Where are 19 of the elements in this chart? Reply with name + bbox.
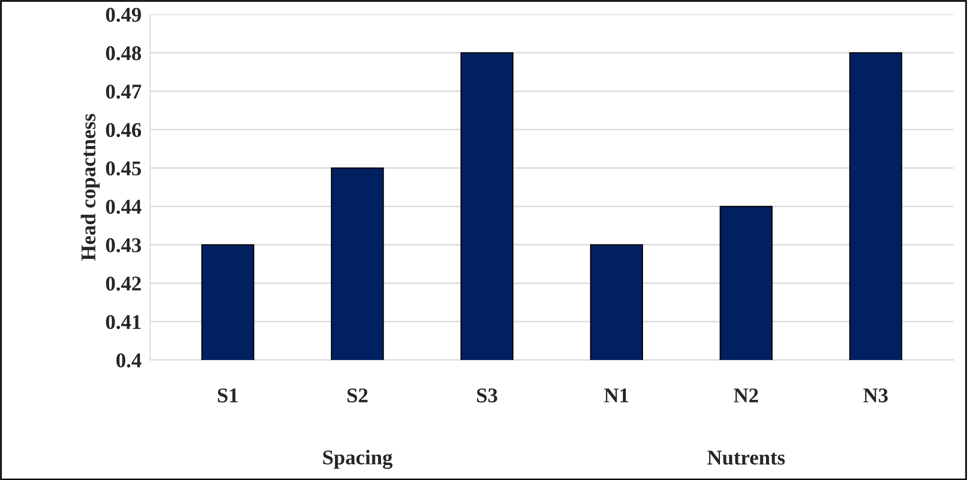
y-tick-label: 0.46 bbox=[106, 122, 142, 138]
y-tick-label: 0.43 bbox=[106, 238, 141, 252]
y-tick-label: 0.44 bbox=[106, 200, 142, 214]
y-tick-label: 0.49 bbox=[106, 8, 141, 22]
y-tick-label: 0.45 bbox=[106, 161, 141, 176]
y-axis-title: Head copactness bbox=[80, 114, 100, 261]
y-tick-label: 0.48 bbox=[106, 46, 142, 60]
x-tick-label: S1 bbox=[218, 388, 238, 402]
x-tick-label: N3 bbox=[863, 388, 888, 402]
x-tick-label: S3 bbox=[477, 388, 498, 402]
x-tick-label: N1 bbox=[604, 388, 628, 402]
y-tick-label: 0.42 bbox=[106, 276, 141, 291]
y-tick-label: 0.4 bbox=[116, 353, 142, 368]
text: Nutrents bbox=[707, 450, 785, 465]
x-tick-label: N2 bbox=[734, 388, 758, 402]
y-tick-label: 0.47 bbox=[106, 84, 142, 99]
y-tick-label: 0.41 bbox=[106, 314, 141, 330]
x-tick-label: S2 bbox=[347, 388, 368, 402]
text: Spacing bbox=[323, 450, 392, 469]
